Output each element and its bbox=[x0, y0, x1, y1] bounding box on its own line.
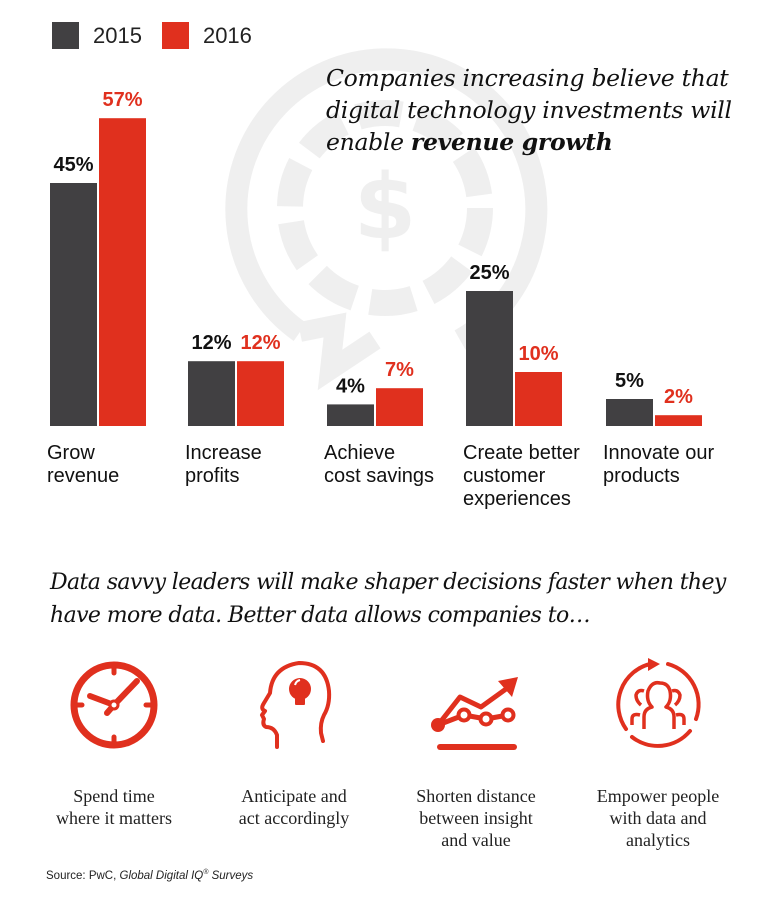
bar-chart: 45% 57% 12% 12% 4% 7% 25% 10% 5% 2% bbox=[50, 89, 702, 426]
category-label: Grow revenue bbox=[47, 442, 119, 488]
trend-chart-icon bbox=[431, 677, 518, 750]
svg-text:$: $ bbox=[354, 155, 417, 260]
head-lightbulb-icon bbox=[260, 661, 332, 749]
category-label-line: customer bbox=[463, 465, 546, 487]
category-label-line: experiences bbox=[463, 488, 571, 510]
feature-text: Empower people with data and analytics bbox=[568, 785, 748, 851]
bar-2016-2 bbox=[376, 388, 423, 426]
category-label-line: Create better bbox=[463, 442, 580, 464]
headline-emphasis: revenue growth bbox=[410, 128, 613, 156]
category-label-line: profits bbox=[185, 465, 240, 487]
legend-label: 2016 bbox=[202, 22, 252, 48]
data-label-2016-2: 7% bbox=[385, 359, 414, 381]
feature-text: Spend time where it matters bbox=[24, 785, 204, 829]
registered-mark: ® bbox=[203, 869, 209, 876]
category-label-line: Increase bbox=[185, 442, 262, 464]
source-suffix: Surveys bbox=[208, 869, 254, 882]
data-label-2015-3: 25% bbox=[469, 262, 509, 284]
source-title: Global Digital IQ bbox=[119, 869, 204, 882]
feature-line: with data and bbox=[609, 808, 707, 828]
feature-anticipate: Anticipate and act accordingly bbox=[204, 655, 384, 829]
people-cycle-icon bbox=[616, 658, 701, 748]
category-label: Create better customer experiences bbox=[463, 442, 580, 511]
feature-line: Shorten distance bbox=[416, 786, 536, 806]
category-label-line: Grow bbox=[47, 442, 95, 464]
legend-item-2015: 2015 bbox=[52, 22, 142, 49]
bar-2015-1 bbox=[188, 361, 235, 426]
bar-2016-0 bbox=[99, 118, 146, 426]
feature-text: Anticipate and act accordingly bbox=[204, 785, 384, 829]
chart-legend: 2015 2016 bbox=[52, 22, 272, 49]
feature-line: where it matters bbox=[56, 808, 172, 828]
feature-spend-time: Spend time where it matters bbox=[24, 655, 204, 829]
bar-2015-4 bbox=[606, 399, 653, 426]
dollar-speech-bubble-watermark-icon: $ bbox=[225, 48, 548, 391]
feature-line: Empower people bbox=[596, 786, 720, 806]
category-label-line: products bbox=[603, 465, 680, 487]
bar-2015-0 bbox=[50, 183, 97, 426]
clock-icon bbox=[70, 661, 158, 749]
bar-2016-4 bbox=[655, 415, 702, 426]
category-label-line: Achieve bbox=[324, 442, 396, 464]
data-label-2016-4: 2% bbox=[664, 386, 693, 408]
feature-line: between insight bbox=[419, 808, 533, 828]
data-label-2016-0: 57% bbox=[102, 89, 142, 111]
category-label-line: revenue bbox=[47, 465, 120, 487]
data-label-2016-3: 10% bbox=[518, 343, 558, 365]
data-label-2015-2: 4% bbox=[336, 375, 365, 397]
legend-label: 2015 bbox=[93, 22, 142, 48]
category-label-line: Innovate our bbox=[603, 442, 715, 464]
data-label-2015-0: 45% bbox=[53, 154, 93, 176]
bar-2016-3 bbox=[515, 372, 562, 426]
source-prefix: Source: PwC, bbox=[46, 869, 120, 882]
feature-line: Anticipate and bbox=[241, 786, 347, 806]
category-label-line: cost savings bbox=[324, 465, 435, 487]
bar-2016-1 bbox=[237, 361, 284, 426]
source-title-wrap: Global Digital IQ® Surveys bbox=[119, 869, 254, 882]
data-label-2015-4: 5% bbox=[615, 370, 644, 392]
chart-headline: Companies increasing believe that digita… bbox=[326, 62, 756, 158]
feature-line: Spend time bbox=[73, 786, 155, 806]
category-label: Increase profits bbox=[185, 442, 262, 488]
feature-text: Shorten distance between insight and val… bbox=[386, 785, 566, 851]
data-label-2016-1: 12% bbox=[240, 332, 280, 354]
data-label-2015-1: 12% bbox=[191, 332, 231, 354]
feature-line: act accordingly bbox=[238, 808, 350, 828]
feature-line: and value bbox=[441, 830, 511, 850]
section-subhead: Data savvy leaders will make shaper deci… bbox=[50, 570, 726, 628]
legend-swatch-2015 bbox=[52, 22, 79, 49]
bar-2015-3 bbox=[466, 291, 513, 426]
source-note: Source: PwC, Global Digital IQ® Surveys bbox=[46, 869, 253, 882]
category-label: Innovate our products bbox=[603, 442, 714, 488]
feature-line: analytics bbox=[626, 830, 690, 850]
bar-2015-2 bbox=[327, 404, 374, 426]
headline-text: Companies increasing believe that digita… bbox=[326, 64, 732, 156]
legend-item-2016: 2016 bbox=[161, 22, 252, 49]
legend-swatch-2016 bbox=[161, 22, 189, 49]
feature-empower-people: Empower people with data and analytics bbox=[568, 655, 748, 851]
category-label: Achieve cost savings bbox=[324, 442, 434, 488]
feature-shorten-distance: Shorten distance between insight and val… bbox=[386, 655, 566, 851]
